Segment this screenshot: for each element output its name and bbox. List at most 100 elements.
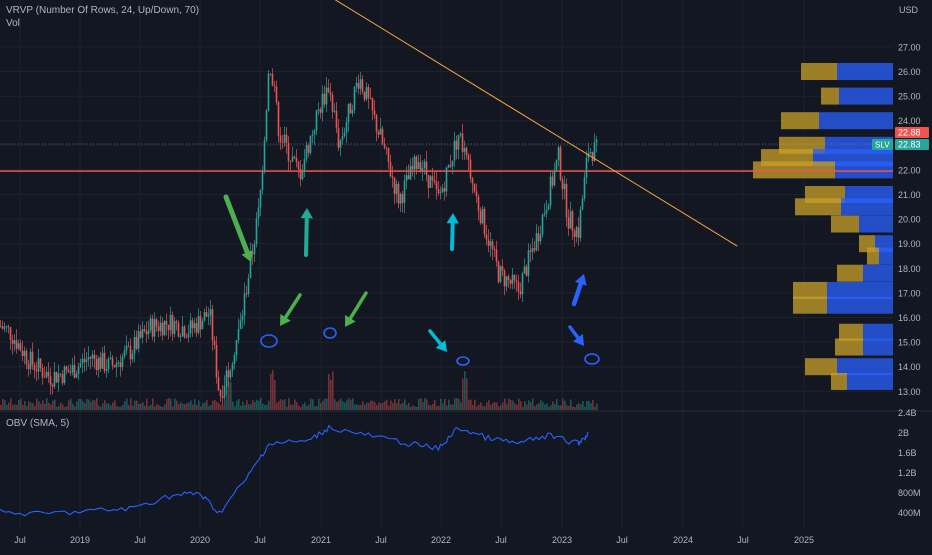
volume-bar: [248, 404, 250, 410]
volume-bar: [284, 399, 286, 410]
profile-up-bar: [879, 247, 893, 265]
volume-bar: [40, 403, 42, 410]
volume-bar: [374, 402, 376, 410]
volume-bar: [206, 399, 208, 410]
volume-bar: [166, 399, 168, 410]
drawing-annotations[interactable]: [223, 194, 600, 366]
candle-body: [21, 350, 24, 357]
volume-bar: [478, 404, 480, 410]
candle-body: [353, 86, 356, 110]
candle-body: [223, 385, 226, 398]
volume-bar: [390, 400, 392, 410]
volume-bar: [110, 405, 112, 410]
time-tick-label: 2019: [70, 535, 90, 545]
candle-body: [241, 315, 244, 321]
volume-bar: [268, 400, 270, 410]
candle-body: [585, 158, 588, 178]
candle-body: [255, 218, 258, 245]
candle-body: [65, 366, 68, 370]
candle-body: [417, 162, 420, 169]
volume-bar: [318, 398, 320, 410]
volume-bar: [316, 405, 318, 410]
arrow-icon: [347, 291, 368, 323]
volume-bar: [128, 405, 130, 410]
volume-bar: [434, 399, 436, 410]
volume-bar: [216, 401, 218, 410]
candle-body: [277, 102, 280, 136]
volume-bar: [386, 399, 388, 410]
volume-bar: [102, 403, 104, 410]
volume-bar: [36, 398, 38, 410]
candle-body: [51, 384, 54, 387]
profile-down-bar: [821, 87, 839, 105]
volume-bar: [172, 406, 174, 410]
volume-bar: [430, 405, 432, 410]
candle-body: [483, 208, 486, 235]
volume-bar: [74, 406, 76, 410]
candle-body: [589, 151, 592, 154]
candle-body: [141, 329, 144, 338]
volume-bar: [436, 406, 438, 410]
volume-bar: [536, 404, 538, 410]
volume-bar: [258, 400, 260, 410]
obv-axis[interactable]: 2B 1.6B 1.2B 800M 400M: [898, 428, 921, 518]
candle-body: [43, 377, 46, 378]
price-tick-label: 15.00: [898, 338, 921, 348]
candle-body: [229, 370, 232, 378]
obv-legend[interactable]: OBV (SMA, 5): [6, 418, 70, 429]
volume-bar: [174, 398, 176, 410]
candle-body: [569, 211, 572, 229]
volume-bar: [288, 398, 290, 410]
candle-body: [591, 151, 594, 161]
volume-legend[interactable]: Vol: [6, 18, 20, 29]
volume-bar: [164, 404, 166, 410]
candle-body: [331, 94, 334, 112]
price-tick-label: 13.00: [898, 387, 921, 397]
blue-circle-icon: [323, 327, 337, 339]
candle-body: [235, 340, 238, 356]
candle-body: [579, 209, 582, 238]
volume-bar: [414, 406, 416, 410]
candle-body: [201, 321, 204, 330]
volume-bar: [54, 399, 56, 410]
volume-bar: [588, 400, 590, 410]
volume-bar: [254, 401, 256, 410]
volume-bar: [368, 402, 370, 410]
candle-body: [319, 109, 322, 113]
trendline[interactable]: [179, 0, 738, 247]
volume-bar: [114, 400, 116, 410]
candle-body: [197, 316, 200, 333]
candle-body: [381, 128, 384, 144]
candle-body: [593, 142, 596, 161]
volume-bar: [76, 401, 78, 410]
candle-body: [159, 322, 162, 331]
candle-body: [311, 134, 314, 136]
volume-bar: [240, 405, 242, 410]
candle-body: [285, 134, 288, 143]
candle-body: [125, 345, 128, 351]
candle-body: [205, 312, 208, 317]
candle-body: [295, 157, 298, 162]
volume-bar: [538, 403, 540, 410]
candle-body: [15, 340, 18, 349]
volume-bar: [464, 371, 466, 410]
candle-body: [453, 140, 456, 161]
arrow-head-icon: [435, 340, 447, 352]
profile-down-bar: [793, 296, 827, 314]
candle-body: [525, 266, 528, 276]
time-axis[interactable]: Jul 2019 Jul 2020 Jul 2021 Jul 2022 Jul 2023 Jul 20…: [14, 535, 814, 545]
candle-body: [327, 87, 330, 93]
volume-bar: [60, 402, 62, 410]
volume-bar: [504, 398, 506, 410]
candle-body: [337, 128, 340, 148]
candle-body: [523, 266, 526, 274]
volume-bar: [4, 399, 6, 410]
profile-up-bar: [827, 281, 893, 299]
volume-bar: [44, 403, 46, 410]
volume-bar: [20, 398, 22, 410]
volume-bar: [358, 404, 360, 410]
vrvp-legend[interactable]: VRVP (Number Of Rows, 24, Up/Down, 70): [6, 5, 200, 16]
profile-up-bar: [819, 112, 893, 130]
